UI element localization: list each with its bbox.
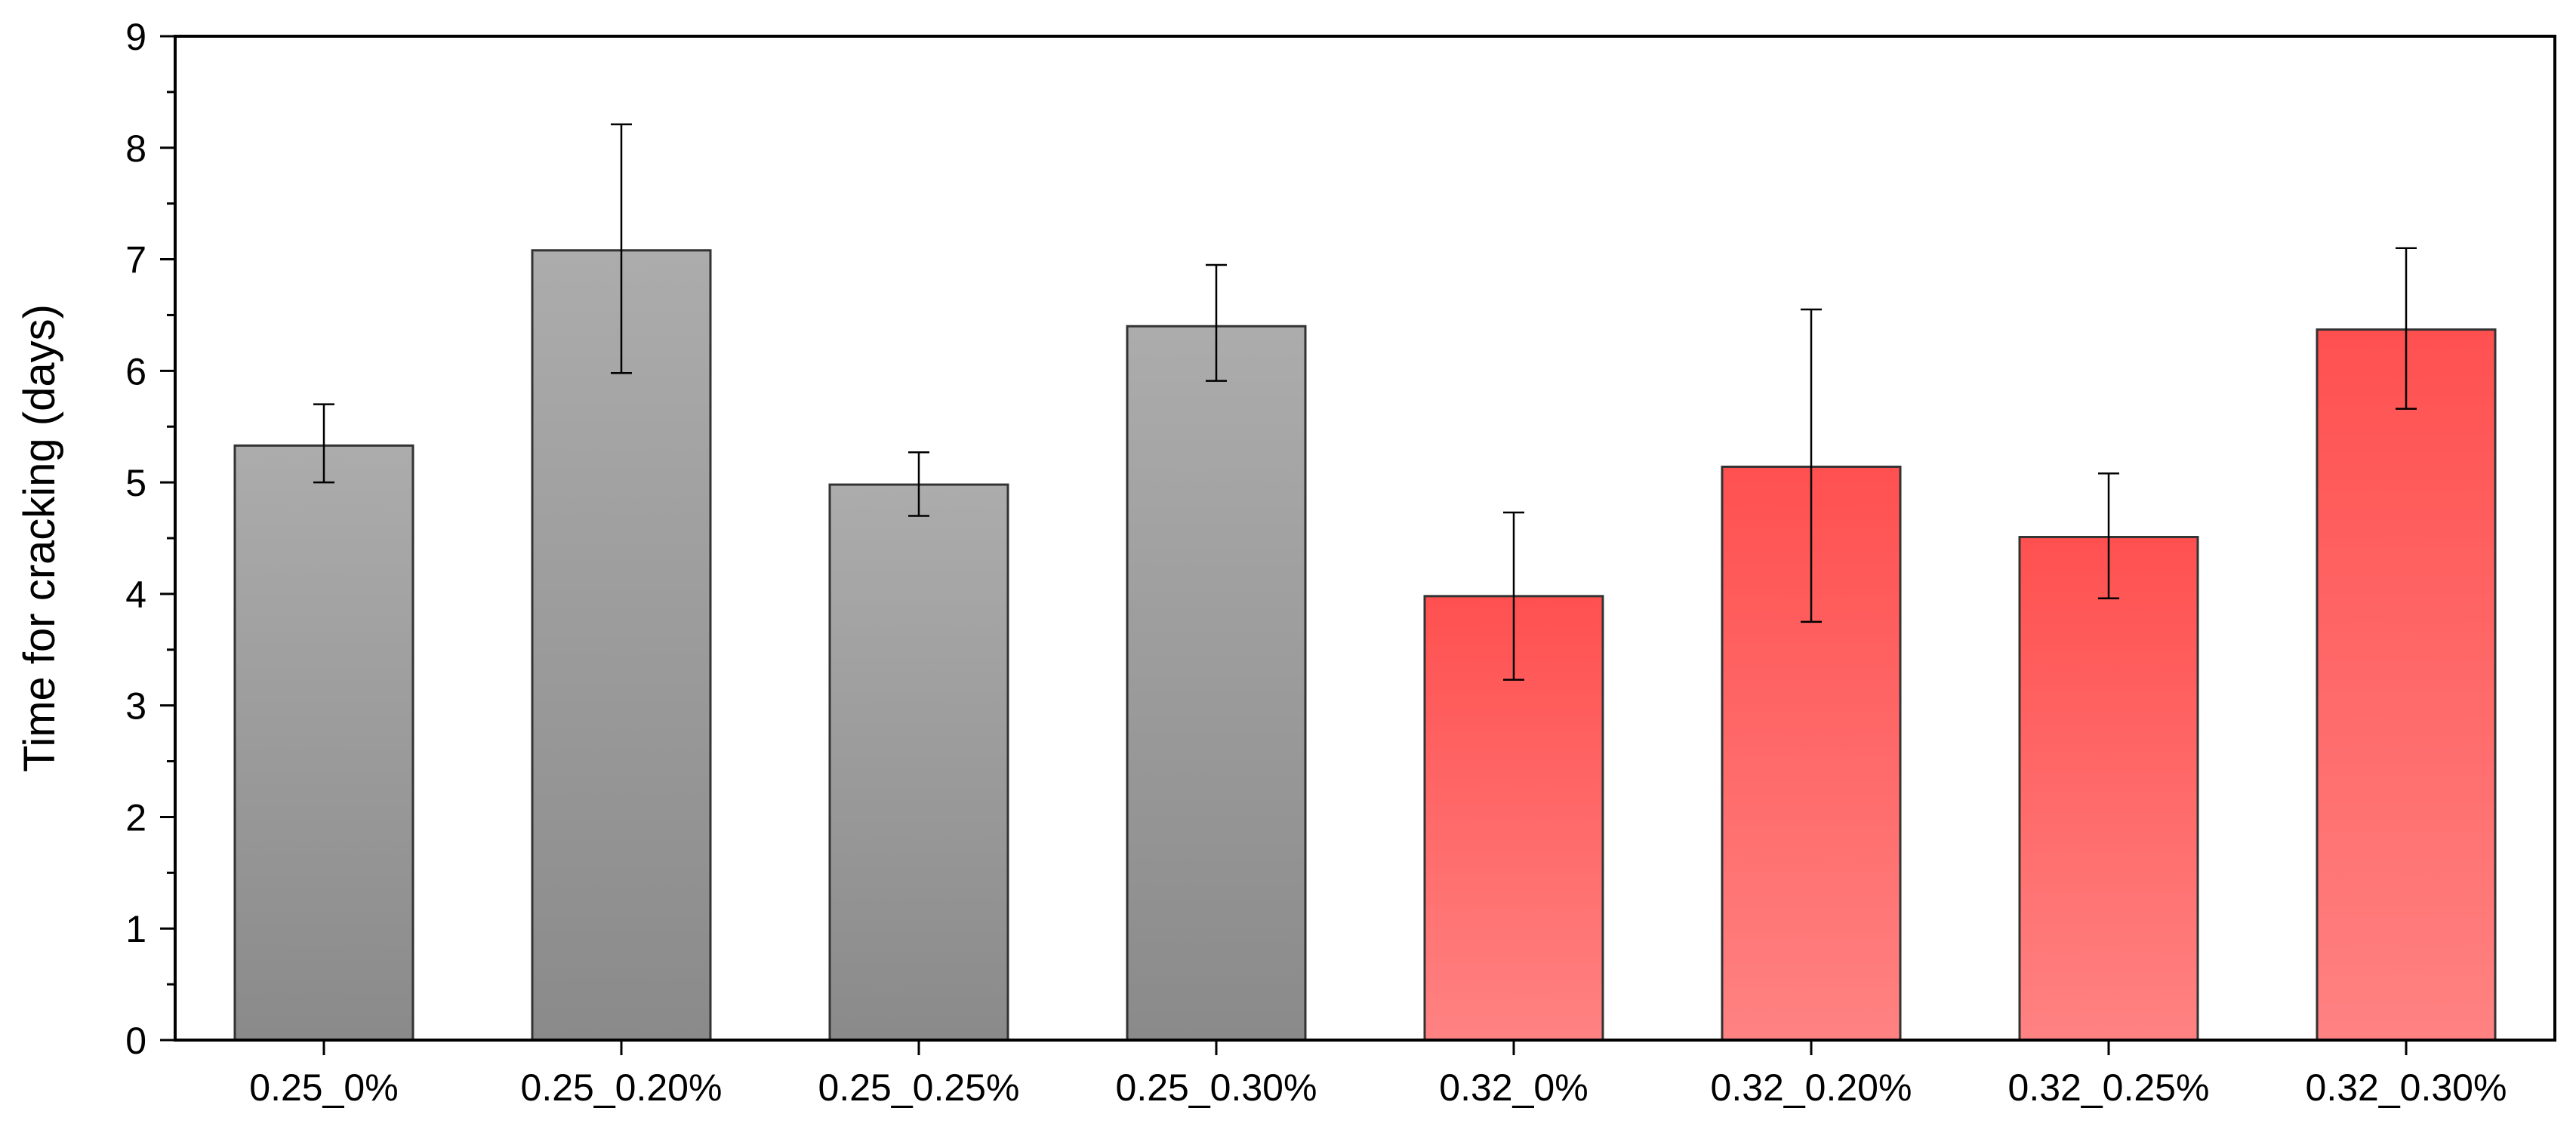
- y-tick-label: 1: [125, 908, 146, 950]
- y-axis: 0 1 2 3 4 5 6 7 8 9: [125, 16, 175, 1062]
- x-tick-label: 0.32_0%: [1439, 1066, 1588, 1109]
- bar-0.25_0.25%: [828, 483, 1009, 1042]
- y-tick-label: 9: [125, 16, 146, 58]
- bar-0.25_0%: [233, 444, 414, 1042]
- bar-0.32_0.30%: [2316, 328, 2497, 1042]
- x-tick-label: 0.25_0%: [249, 1066, 398, 1109]
- y-tick-label: 2: [125, 796, 146, 839]
- y-axis-title: Time for cracking (days): [15, 304, 64, 772]
- bars-layer: [233, 249, 2497, 1042]
- x-tick-label: 0.25_0.20%: [521, 1066, 723, 1109]
- y-tick-label: 7: [125, 239, 146, 282]
- bar-0.32_0.25%: [2018, 536, 2199, 1042]
- bar-0.25_0.30%: [1126, 325, 1307, 1042]
- y-tick-label: 4: [125, 574, 146, 616]
- x-tick-label: 0.32_0.30%: [2306, 1066, 2507, 1109]
- y-tick-label: 6: [125, 350, 146, 392]
- y-tick-label: 8: [125, 128, 146, 170]
- bar-0.25_0.20%: [531, 249, 712, 1042]
- x-tick-label: 0.25_0.25%: [818, 1066, 1020, 1109]
- y-tick-label: 3: [125, 685, 146, 728]
- x-tick-label: 0.32_0.25%: [2008, 1066, 2210, 1109]
- x-axis: 0.25_0% 0.25_0.20% 0.25_0.25% 0.25_0.30% 0.3…: [249, 1040, 2507, 1109]
- x-tick-label: 0.25_0.30%: [1116, 1066, 1317, 1109]
- y-tick-label: 5: [125, 462, 146, 504]
- y-tick-label: 0: [125, 1020, 146, 1062]
- x-tick-label: 0.32_0.20%: [1711, 1066, 1912, 1109]
- error-bars-layer: [313, 123, 2417, 681]
